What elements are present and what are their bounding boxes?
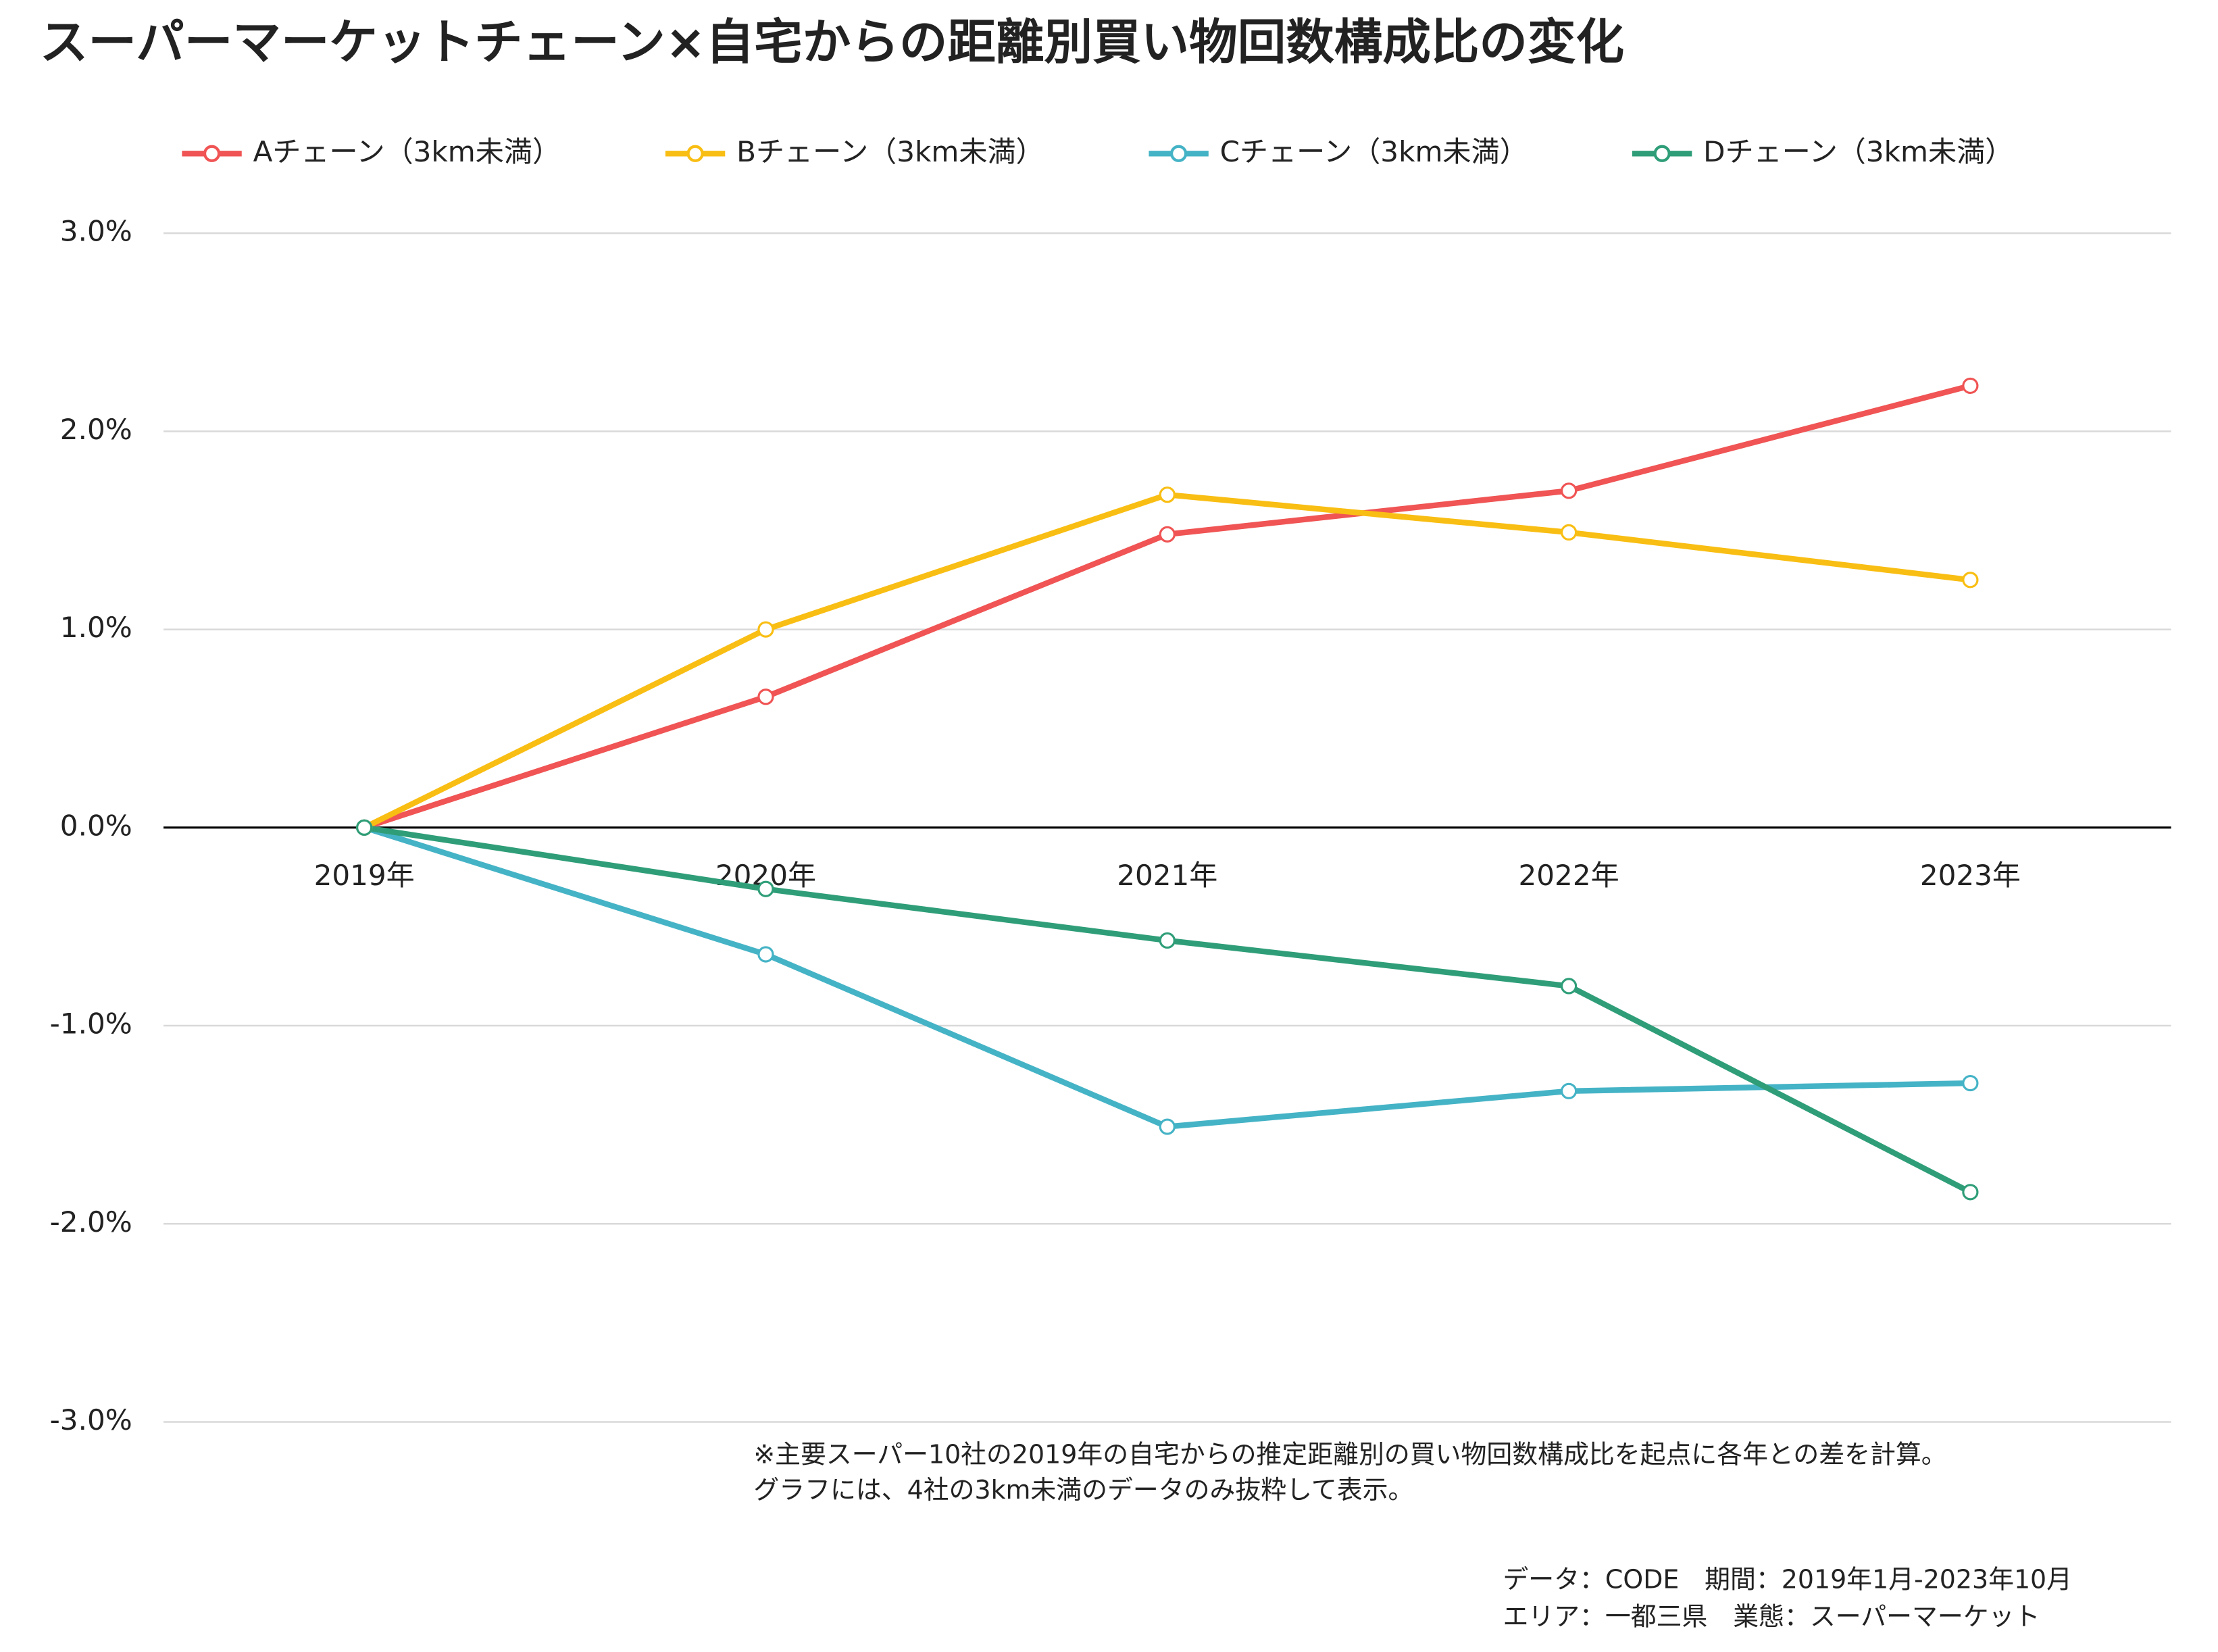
- source: エリア：一都三県 業態：スーパーマーケット: [1503, 1601, 2040, 1631]
- legend-marker: [1653, 145, 1671, 162]
- data-point: [1962, 572, 1979, 589]
- series-line: [363, 382, 1971, 830]
- y-tick-label: -2.0%: [50, 1205, 132, 1238]
- note: グラフには、4社の3km未満のデータのみ抜粋して表示。: [753, 1475, 1413, 1505]
- legend-label: Cチェーン（3km未満）: [1220, 135, 1528, 168]
- x-tick-label: 2021年: [1117, 859, 1217, 892]
- data-point: [1159, 1118, 1176, 1135]
- data-point: [1560, 1082, 1578, 1099]
- data-point: [1560, 524, 1578, 541]
- y-tick-label: -1.0%: [50, 1007, 132, 1041]
- data-point: [1560, 482, 1578, 499]
- data-point: [356, 819, 373, 836]
- y-tick-label: 3.0%: [60, 215, 132, 248]
- legend-marker: [203, 145, 221, 162]
- y-tick-label: 0.0%: [60, 809, 132, 842]
- data-point: [757, 621, 774, 638]
- y-tick-label: -3.0%: [50, 1403, 132, 1436]
- x-tick-label: 2019年: [314, 859, 415, 892]
- note: ※主要スーパー10社の2019年の自宅からの推定距離別の買い物回数構成比を起点に…: [753, 1439, 1946, 1469]
- y-tick-label: 1.0%: [60, 611, 132, 644]
- legend-label: Aチェーン（3km未満）: [253, 135, 561, 168]
- legend-label: Dチェーン（3km未満）: [1703, 135, 2013, 168]
- x-tick-label: 2022年: [1519, 859, 1619, 892]
- series-line: [363, 491, 1971, 830]
- data-point: [1560, 978, 1578, 995]
- data-point: [1159, 526, 1176, 543]
- y-tick-label: 2.0%: [60, 413, 132, 446]
- data-point: [1159, 932, 1176, 949]
- source: データ：CODE 期間：2019年1月-2023年10月: [1503, 1565, 2072, 1595]
- data-point: [1159, 486, 1176, 503]
- legend-label: Bチェーン（3km未満）: [736, 135, 1044, 168]
- data-point: [1962, 1184, 1979, 1201]
- legend-marker: [686, 145, 704, 162]
- legend-marker: [1169, 145, 1188, 162]
- x-tick-label: 2023年: [1920, 859, 2021, 892]
- data-point: [757, 946, 774, 963]
- chart-title: スーパーマーケットチェーン×自宅からの距離別買い物回数構成比の変化: [40, 14, 1624, 70]
- data-point: [1962, 377, 1979, 395]
- data-point: [1962, 1074, 1979, 1092]
- data-point: [757, 689, 774, 705]
- data-point: [757, 880, 774, 897]
